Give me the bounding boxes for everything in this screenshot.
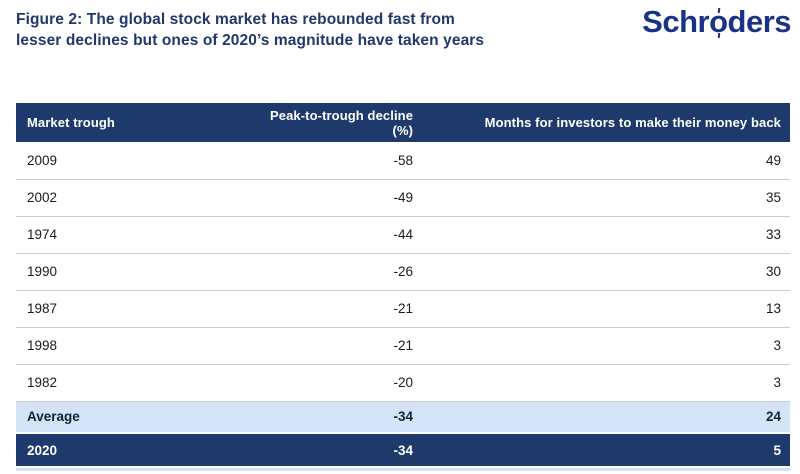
cell-decline: -21 [248, 290, 414, 328]
table-bottom-accent-bar [16, 468, 790, 471]
cell-trough: 1998 [16, 327, 249, 365]
table-row: 1998 -21 3 [16, 327, 790, 365]
cell-decline: -58 [248, 142, 414, 180]
header-market-trough: Market trough [16, 103, 249, 142]
table-row: 1990 -26 30 [16, 253, 790, 291]
table-row: 1987 -21 13 [16, 290, 790, 328]
market-trough-table-wrap: Market trough Peak-to-trough decline (%)… [16, 103, 790, 471]
cell-months: 35 [413, 179, 790, 217]
table-row-2020: 2020 -34 5 [16, 433, 790, 466]
cell-trough: 1990 [16, 253, 249, 291]
cell-decline: -44 [248, 216, 414, 254]
cell-decline: -26 [248, 253, 414, 291]
logo-styled-o: o [709, 4, 728, 39]
cell-trough: 2009 [16, 142, 249, 180]
market-trough-table: Market trough Peak-to-trough decline (%)… [16, 103, 790, 466]
cell-months: 30 [413, 253, 790, 291]
cell-months: 24 [413, 400, 790, 434]
cell-decline: -20 [248, 364, 414, 402]
cell-trough: 2020 [16, 433, 249, 466]
schroders-logo: Schroders [642, 4, 791, 40]
table-row: 1982 -20 3 [16, 364, 790, 402]
figure-title: Figure 2: The global stock market has re… [16, 9, 576, 52]
cell-trough: 1982 [16, 364, 249, 402]
cell-months: 33 [413, 216, 790, 254]
header-months-to-recover: Months for investors to make their money… [413, 103, 790, 142]
table-row: 2002 -49 35 [16, 179, 790, 217]
cell-decline: -34 [248, 433, 414, 466]
table-header-row: Market trough Peak-to-trough decline (%)… [16, 103, 790, 142]
cell-decline: -21 [248, 327, 414, 365]
header-peak-to-trough-decline: Peak-to-trough decline (%) [248, 103, 414, 142]
cell-months: 3 [413, 327, 790, 365]
cell-trough: 2002 [16, 179, 249, 217]
cell-months: 49 [413, 142, 790, 180]
cell-months: 13 [413, 290, 790, 328]
cell-trough: Average [16, 400, 249, 434]
table-row: 2009 -58 49 [16, 142, 790, 180]
cell-trough: 1974 [16, 216, 249, 254]
cell-months: 5 [413, 433, 790, 466]
cell-months: 3 [413, 364, 790, 402]
cell-trough: 1987 [16, 290, 249, 328]
cell-decline: -49 [248, 179, 414, 217]
figure-title-line2: lesser declines but ones of 2020’s magni… [16, 32, 485, 50]
table-row: 1974 -44 33 [16, 216, 790, 254]
table-row-average: Average -34 24 [16, 400, 790, 434]
table-header: Market trough Peak-to-trough decline (%)… [16, 103, 790, 142]
logo-text-post: ders [727, 4, 792, 39]
logo-text-pre: Schr [642, 4, 710, 39]
cell-decline: -34 [248, 400, 414, 434]
figure-title-line1: Figure 2: The global stock market has re… [16, 11, 455, 28]
